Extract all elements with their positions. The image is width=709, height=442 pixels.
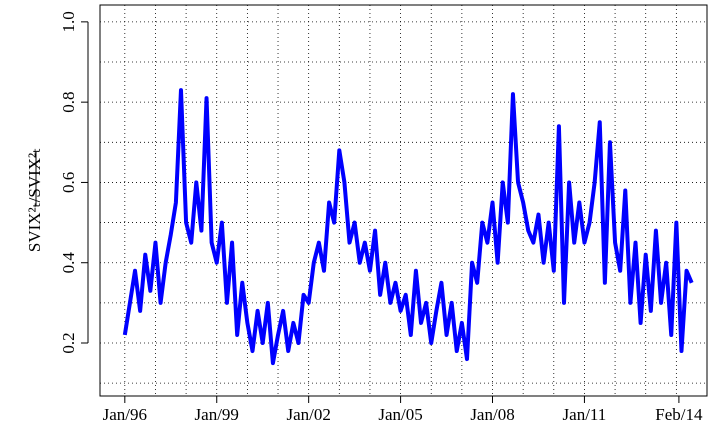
x-tick-label: Jan/99 — [195, 405, 239, 424]
y-tick-label: 0.4 — [59, 252, 78, 274]
x-tick-label: Jan/11 — [563, 405, 607, 424]
x-tick-label: Jan/05 — [378, 405, 422, 424]
y-tick-label: 0.2 — [59, 332, 78, 353]
x-tick-label: Jan/02 — [286, 405, 330, 424]
series-line — [122, 88, 694, 366]
plot-frame — [99, 4, 708, 397]
x-tick-label: Feb/14 — [655, 405, 703, 424]
y-tick-label: 0.8 — [59, 92, 78, 113]
y-tick-label: 0.6 — [59, 172, 78, 193]
x-tick-label: Jan/96 — [103, 405, 147, 424]
x-tick-label: Jan/08 — [470, 405, 514, 424]
y-axis-label: SVIX²ₜ/SVIX²ₜ — [25, 148, 44, 252]
y-tick-label: 1.0 — [59, 11, 78, 32]
